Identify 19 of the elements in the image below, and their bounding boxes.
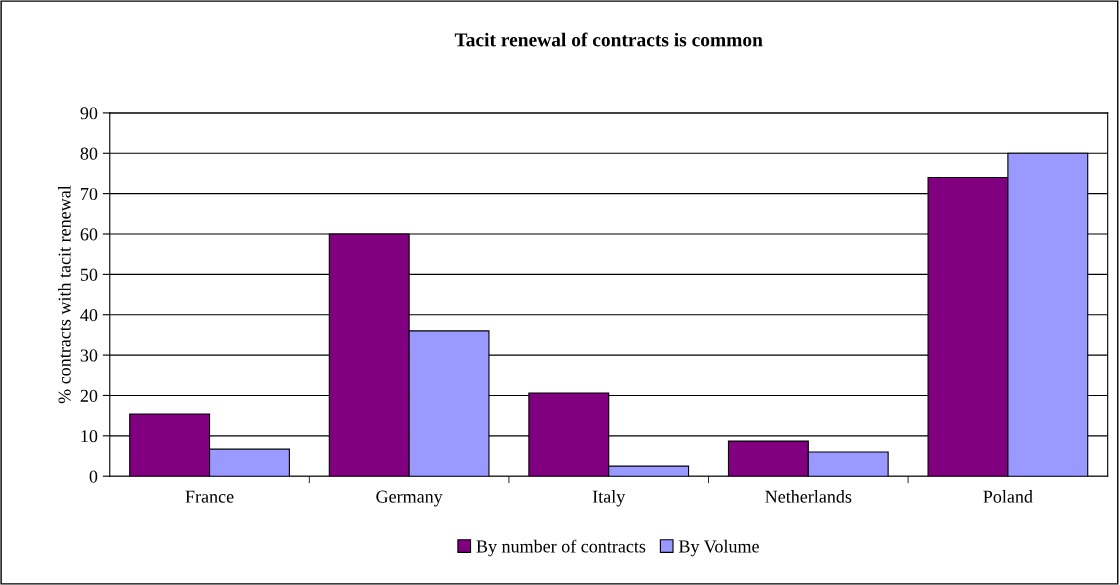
x-tick-label: France (185, 490, 234, 503)
y-tick-label: 90 (80, 107, 98, 120)
y-tick-label: 40 (80, 308, 98, 322)
y-tick-label: 10 (81, 430, 98, 443)
x-tick-label: Italy (592, 490, 626, 507)
y-tick-label: 80 (80, 147, 98, 160)
y-axis-title: % contracts with tacit renewal (57, 185, 71, 404)
y-tick-label: 20 (80, 389, 98, 402)
y-tick-label: 30 (80, 349, 98, 362)
x-tick-label: Germany (376, 490, 443, 507)
y-tick-label: 70 (81, 187, 98, 201)
chart-title: Tacit renewal of contracts is common (454, 32, 763, 47)
legend-label: By number of contracts (476, 539, 646, 557)
x-tick-label: Netherlands (765, 490, 852, 503)
y-tick-label: 0 (89, 470, 98, 483)
y-tick-label: 50 (80, 268, 98, 281)
legend-label: By Volume (678, 539, 759, 557)
y-tick-label: 60 (80, 228, 98, 241)
x-tick-label: Poland (983, 490, 1033, 503)
